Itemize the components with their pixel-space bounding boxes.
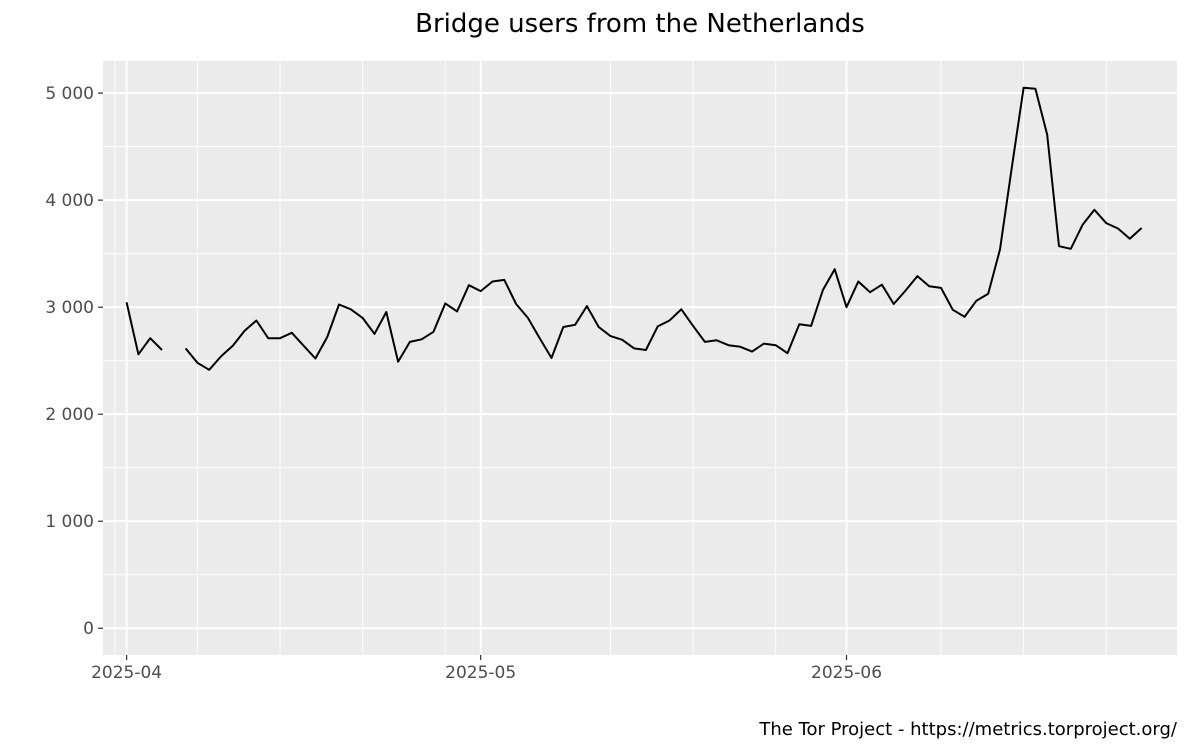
- x-tick-label: 2025-04: [91, 663, 162, 683]
- major-gridlines: [103, 61, 1177, 655]
- x-tick-label: 2025-06: [811, 663, 882, 683]
- y-tick-label: 0: [83, 619, 94, 639]
- y-axis: 0 1 000 2 000 3 000 4 000 5 000: [45, 84, 103, 639]
- y-tick-label: 5 000: [45, 84, 94, 104]
- series-line: [125, 302, 163, 356]
- minor-gridlines: [103, 61, 1177, 655]
- x-tick-label: 2025-05: [445, 663, 516, 683]
- plot-panel: [103, 61, 1177, 655]
- y-tick-label: 1 000: [45, 512, 94, 532]
- chart-title: Bridge users from the Netherlands: [415, 9, 865, 39]
- y-tick-label: 3 000: [45, 298, 94, 318]
- x-axis: 2025-04 2025-05 2025-06: [91, 655, 882, 683]
- series-line: [184, 86, 1143, 371]
- series-line-layer: [125, 86, 1143, 371]
- y-tick-label: 4 000: [45, 191, 94, 211]
- y-tick-label: 2 000: [45, 405, 94, 425]
- chart-caption: The Tor Project - https://metrics.torpro…: [758, 719, 1178, 740]
